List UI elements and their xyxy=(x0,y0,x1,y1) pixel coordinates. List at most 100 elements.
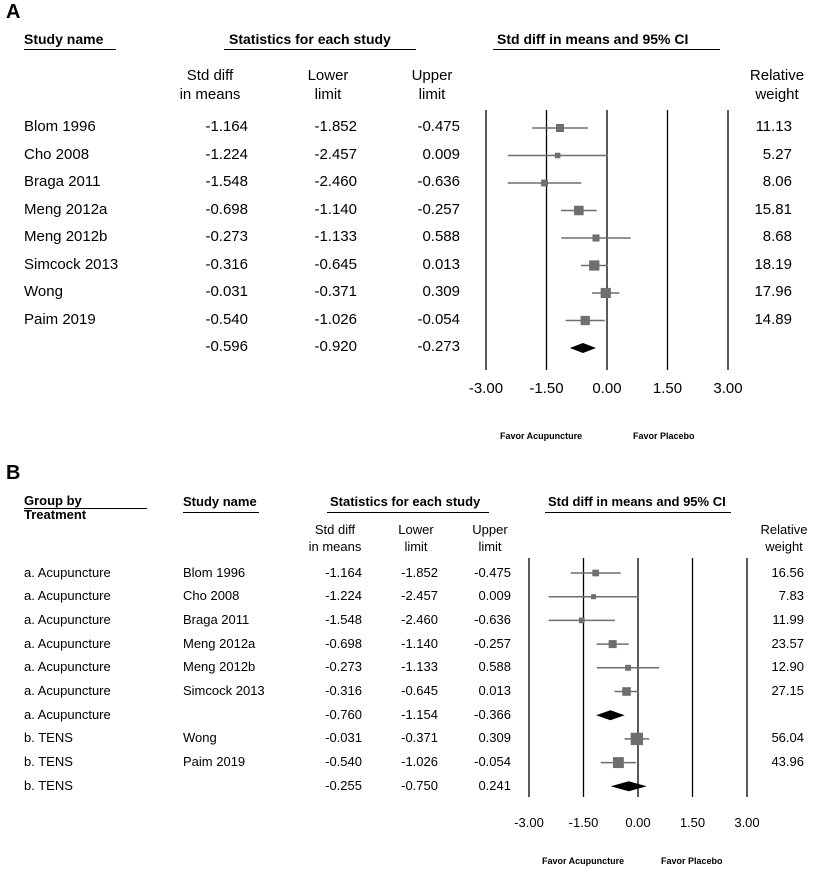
summary-diamond-6 xyxy=(596,710,625,721)
row-smd-8: -0.540 xyxy=(325,754,362,770)
tick-label-4: 3.00 xyxy=(734,815,760,830)
row-smd-5: -0.316 xyxy=(205,255,248,273)
row-smd-6: -0.031 xyxy=(205,283,248,301)
row-smd-3: -0.698 xyxy=(205,200,248,218)
study-name-header: Study name xyxy=(24,31,104,47)
row-smd-5: -0.316 xyxy=(325,683,362,699)
tick-label-3: 1.50 xyxy=(652,380,683,397)
point-marker-2 xyxy=(578,617,585,624)
point-marker-1 xyxy=(554,152,561,159)
row-weight-2: 11.99 xyxy=(772,611,804,627)
row-weight-1: 5.27 xyxy=(762,145,792,163)
point-marker-2 xyxy=(541,179,548,187)
row-study-3: Meng 2012a xyxy=(183,635,256,651)
row-group-1: a. Acupuncture xyxy=(24,588,111,604)
row-smd-6: -0.760 xyxy=(325,706,362,722)
row-lower-9: -0.750 xyxy=(401,777,438,793)
row-upper-7: -0.054 xyxy=(417,310,460,328)
tick-label-2: 0.00 xyxy=(592,380,622,397)
row-lower-1: -2.457 xyxy=(401,588,438,604)
row-study-4: Meng 2012b xyxy=(24,228,108,246)
row-study-8: Paim 2019 xyxy=(183,754,246,770)
point-marker-0 xyxy=(592,569,600,577)
point-marker-5 xyxy=(622,687,631,696)
row-smd-2: -1.548 xyxy=(205,173,248,191)
row-smd-2: -1.548 xyxy=(325,611,362,627)
plot-header: Std diff in means and 95% CI xyxy=(497,31,689,47)
row-lower-3: -1.140 xyxy=(401,635,438,651)
row-study-5: Simcock 2013 xyxy=(24,255,119,273)
row-study-0: Blom 1996 xyxy=(183,564,246,580)
favor-right-a: Favor Placebo xyxy=(633,431,695,441)
row-group-8: b. TENS xyxy=(24,754,73,770)
row-study-7: Wong xyxy=(183,730,217,746)
row-smd-4: -0.273 xyxy=(205,228,248,246)
row-lower-4: -1.133 xyxy=(314,228,357,246)
row-upper-6: 0.309 xyxy=(422,283,460,301)
row-lower-4: -1.133 xyxy=(401,659,438,675)
row-lower-0: -1.852 xyxy=(401,564,438,580)
row-smd-1: -1.224 xyxy=(325,588,362,604)
point-marker-3 xyxy=(608,640,617,649)
tick-label-1: -1.50 xyxy=(568,815,599,830)
col-smd-header-b: Std diff in means xyxy=(308,522,362,554)
row-weight-1: 7.83 xyxy=(778,588,804,604)
row-smd-4: -0.273 xyxy=(325,659,362,675)
row-upper-8: -0.054 xyxy=(474,754,511,770)
row-smd-0: -1.164 xyxy=(205,118,248,136)
row-upper-0: -0.475 xyxy=(417,118,460,136)
row-study-7: Paim 2019 xyxy=(24,310,96,328)
point-marker-8 xyxy=(612,757,624,769)
row-study-2: Braga 2011 xyxy=(183,611,250,627)
point-marker-0 xyxy=(556,123,565,133)
row-group-0: a. Acupuncture xyxy=(24,564,111,580)
row-group-7: b. TENS xyxy=(24,730,73,746)
col-lower-header-b: Lower limit xyxy=(398,522,434,554)
row-study-3: Meng 2012a xyxy=(24,200,108,218)
row-group-9: b. TENS xyxy=(24,777,73,793)
row-study-0: Blom 1996 xyxy=(24,118,96,136)
point-marker-7 xyxy=(580,315,590,326)
row-weight-2: 8.06 xyxy=(762,173,792,191)
row-upper-6: -0.366 xyxy=(474,706,511,722)
row-weight-3: 23.57 xyxy=(771,635,804,651)
col-lower-header: Lower limit xyxy=(307,67,349,103)
row-smd-8: -0.596 xyxy=(205,338,248,356)
row-smd-0: -1.164 xyxy=(325,564,362,580)
row-weight-7: 14.89 xyxy=(754,310,792,328)
row-upper-5: 0.013 xyxy=(478,683,511,699)
row-study-4: Meng 2012b xyxy=(183,659,256,675)
plot-header-b: Std diff in means and 95% CI xyxy=(548,494,726,509)
panel-label-b: B xyxy=(6,462,21,484)
row-study-1: Cho 2008 xyxy=(183,588,240,604)
point-marker-4 xyxy=(625,664,632,671)
row-weight-8: 43.96 xyxy=(771,754,804,770)
row-smd-9: -0.255 xyxy=(325,777,362,793)
row-lower-3: -1.140 xyxy=(314,200,357,218)
row-weight-6: 17.96 xyxy=(754,283,792,301)
row-lower-2: -2.460 xyxy=(314,173,357,191)
summary-diamond-9 xyxy=(610,781,647,792)
row-smd-3: -0.698 xyxy=(325,635,362,651)
row-upper-4: 0.588 xyxy=(478,659,511,675)
row-upper-3: -0.257 xyxy=(417,200,460,218)
row-upper-1: 0.009 xyxy=(478,588,511,604)
stats-header: Statistics for each study xyxy=(229,31,391,47)
panel-label-a: A xyxy=(6,1,21,23)
tick-label-4: 3.00 xyxy=(713,380,743,397)
row-study-5: Simcock 2013 xyxy=(183,683,265,699)
tick-label-2: 0.00 xyxy=(625,815,651,830)
row-lower-8: -0.920 xyxy=(314,338,357,356)
favor-left-b: Favor Acupuncture xyxy=(542,856,625,866)
row-lower-5: -0.645 xyxy=(401,683,438,699)
row-upper-9: 0.241 xyxy=(478,777,511,793)
row-lower-7: -0.371 xyxy=(401,730,438,746)
stats-header-b: Statistics for each study xyxy=(330,494,481,509)
row-upper-2: -0.636 xyxy=(474,611,511,627)
row-upper-8: -0.273 xyxy=(417,338,460,356)
row-group-2: a. Acupuncture xyxy=(24,611,111,627)
col-upper-header-b: Upper limit xyxy=(472,522,508,554)
row-upper-3: -0.257 xyxy=(474,635,511,651)
row-lower-0: -1.852 xyxy=(314,118,357,136)
